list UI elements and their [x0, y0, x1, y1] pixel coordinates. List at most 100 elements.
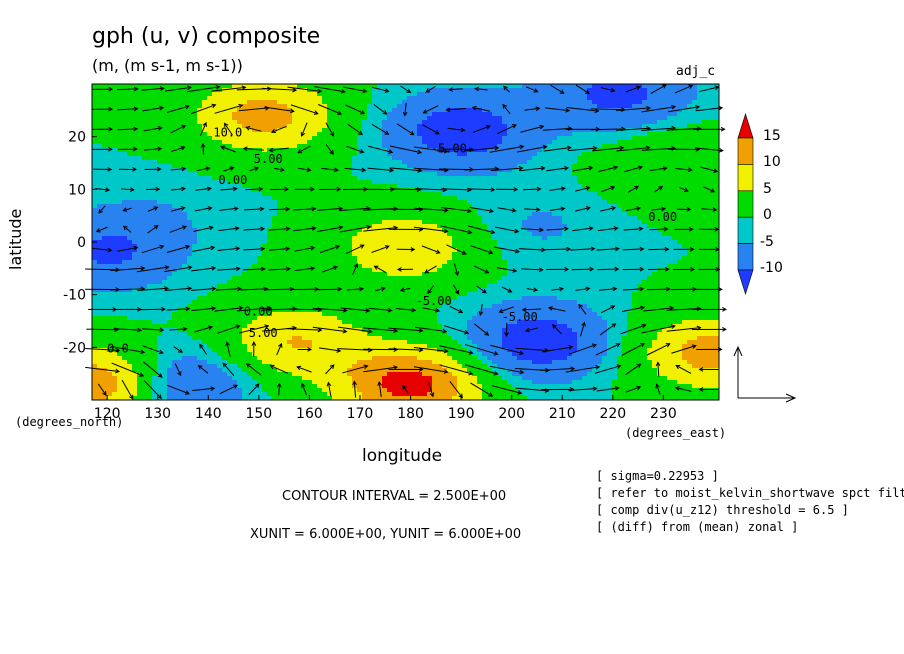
field-cell	[347, 196, 353, 201]
field-cell	[172, 340, 178, 345]
field-cell	[207, 144, 213, 149]
field-cell	[272, 104, 278, 109]
field-cell	[137, 272, 143, 277]
field-cell	[322, 244, 328, 249]
field-cell	[372, 96, 378, 101]
field-cell	[332, 344, 338, 349]
field-cell	[322, 136, 328, 141]
field-cell	[162, 84, 168, 89]
field-cell	[147, 312, 153, 317]
field-cell	[327, 380, 333, 385]
field-cell	[212, 232, 218, 237]
field-cell	[107, 284, 113, 289]
field-cell	[107, 308, 113, 313]
field-cell	[372, 156, 378, 161]
field-cell	[127, 136, 133, 141]
field-cell	[342, 140, 348, 145]
field-cell	[222, 248, 228, 253]
field-cell	[357, 276, 363, 281]
field-cell	[202, 260, 208, 265]
field-cell	[182, 156, 188, 161]
field-cell	[202, 140, 208, 145]
field-cell	[142, 204, 148, 209]
field-cell	[107, 152, 113, 157]
field-cell	[132, 284, 138, 289]
field-cell	[107, 124, 113, 129]
field-cell	[217, 344, 223, 349]
field-cell	[202, 344, 208, 349]
field-cell	[242, 352, 248, 357]
field-cell	[357, 352, 363, 357]
field-cell	[92, 312, 98, 317]
field-cell	[217, 356, 223, 361]
field-cell	[362, 296, 368, 301]
field-cell	[287, 180, 293, 185]
field-cell	[147, 224, 153, 229]
field-cell	[147, 352, 153, 357]
field-cell	[327, 276, 333, 281]
field-cell	[357, 100, 363, 105]
field-cell	[192, 248, 198, 253]
field-cell	[402, 128, 408, 133]
field-cell	[317, 160, 323, 165]
field-cell	[152, 328, 158, 333]
field-cell	[257, 376, 263, 381]
field-cell	[352, 184, 358, 189]
field-cell	[362, 288, 368, 293]
field-cell	[402, 272, 408, 277]
field-cell	[262, 200, 268, 205]
field-cell	[362, 132, 368, 137]
field-cell	[197, 156, 203, 161]
field-cell	[272, 256, 278, 261]
field-cell	[92, 204, 98, 209]
field-cell	[342, 176, 348, 181]
field-cell	[242, 88, 248, 93]
field-cell	[257, 156, 263, 161]
field-cell	[247, 84, 253, 89]
field-cell	[202, 112, 208, 117]
field-cell	[202, 188, 208, 193]
field-cell	[292, 112, 298, 117]
field-cell	[382, 352, 388, 357]
field-cell	[232, 228, 238, 233]
field-cell	[297, 152, 303, 157]
field-cell	[287, 216, 293, 221]
field-cell	[332, 292, 338, 297]
field-cell	[387, 140, 393, 145]
field-cell	[347, 268, 353, 273]
field-cell	[212, 260, 218, 265]
field-cell	[337, 192, 343, 197]
field-cell	[227, 312, 233, 317]
field-cell	[257, 248, 263, 253]
field-cell	[222, 100, 228, 105]
field-cell	[377, 344, 383, 349]
field-cell	[332, 252, 338, 257]
field-cell	[382, 164, 388, 169]
field-cell	[307, 276, 313, 281]
field-cell	[147, 188, 153, 193]
field-cell	[332, 260, 338, 265]
field-cell	[127, 88, 133, 93]
field-cell	[282, 148, 288, 153]
field-cell	[242, 268, 248, 273]
field-cell	[132, 152, 138, 157]
field-cell	[157, 392, 163, 397]
field-cell	[147, 356, 153, 361]
field-cell	[102, 276, 108, 281]
field-cell	[97, 372, 103, 377]
field-cell	[397, 168, 403, 173]
field-cell	[202, 204, 208, 209]
field-cell	[257, 116, 263, 121]
field-cell	[247, 256, 253, 261]
field-cell	[167, 220, 173, 225]
field-cell	[292, 272, 298, 277]
field-cell	[332, 300, 338, 305]
field-cell	[212, 380, 218, 385]
field-cell	[332, 236, 338, 241]
field-cell	[207, 300, 213, 305]
field-cell	[237, 172, 243, 177]
field-cell	[232, 344, 238, 349]
field-cell	[202, 324, 208, 329]
field-cell	[132, 304, 138, 309]
field-cell	[142, 212, 148, 217]
